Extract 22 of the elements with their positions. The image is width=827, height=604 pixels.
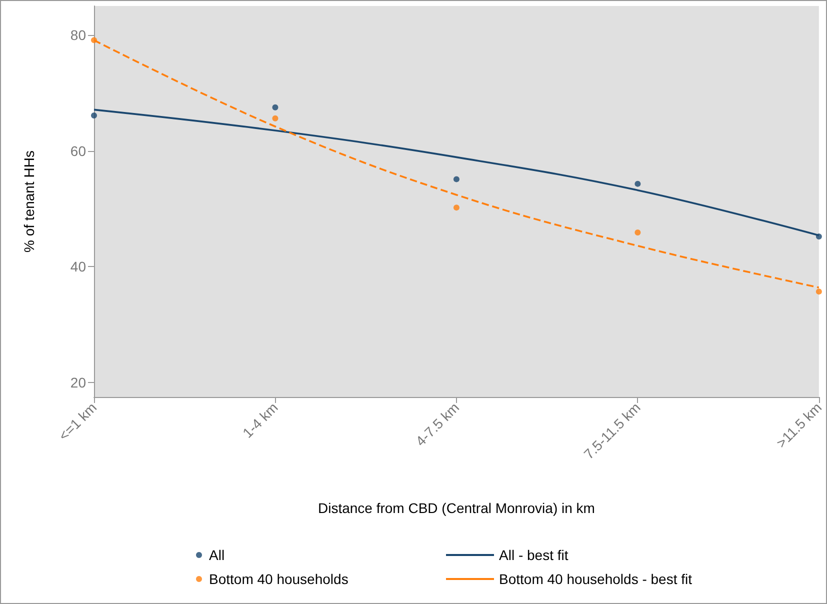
y-tick-label: 60 bbox=[70, 142, 86, 159]
y-tick-label: 40 bbox=[70, 258, 86, 275]
point bbox=[816, 288, 822, 295]
point bbox=[634, 180, 641, 187]
x-axis-title: Distance from CBD (Central Monrovia) in km bbox=[318, 500, 595, 516]
legend-label: All bbox=[209, 547, 225, 563]
point bbox=[816, 234, 822, 240]
point bbox=[272, 115, 278, 122]
x-tick-label: <=1 km bbox=[55, 399, 100, 444]
legend-label: All - best fit bbox=[499, 547, 568, 563]
point bbox=[91, 112, 97, 118]
legend-label: Bottom 40 households bbox=[209, 571, 348, 587]
point bbox=[272, 104, 278, 110]
y-tick-label: 80 bbox=[70, 26, 86, 43]
point bbox=[634, 229, 641, 236]
y-tick-label: 20 bbox=[70, 374, 86, 391]
point bbox=[453, 204, 460, 211]
x-tick-label: 1-4 km bbox=[239, 399, 281, 441]
point bbox=[453, 176, 460, 182]
legend-label: Bottom 40 households - best fit bbox=[499, 571, 692, 587]
point bbox=[91, 37, 97, 44]
y-axis-title: % of tenant HHs bbox=[21, 150, 37, 252]
